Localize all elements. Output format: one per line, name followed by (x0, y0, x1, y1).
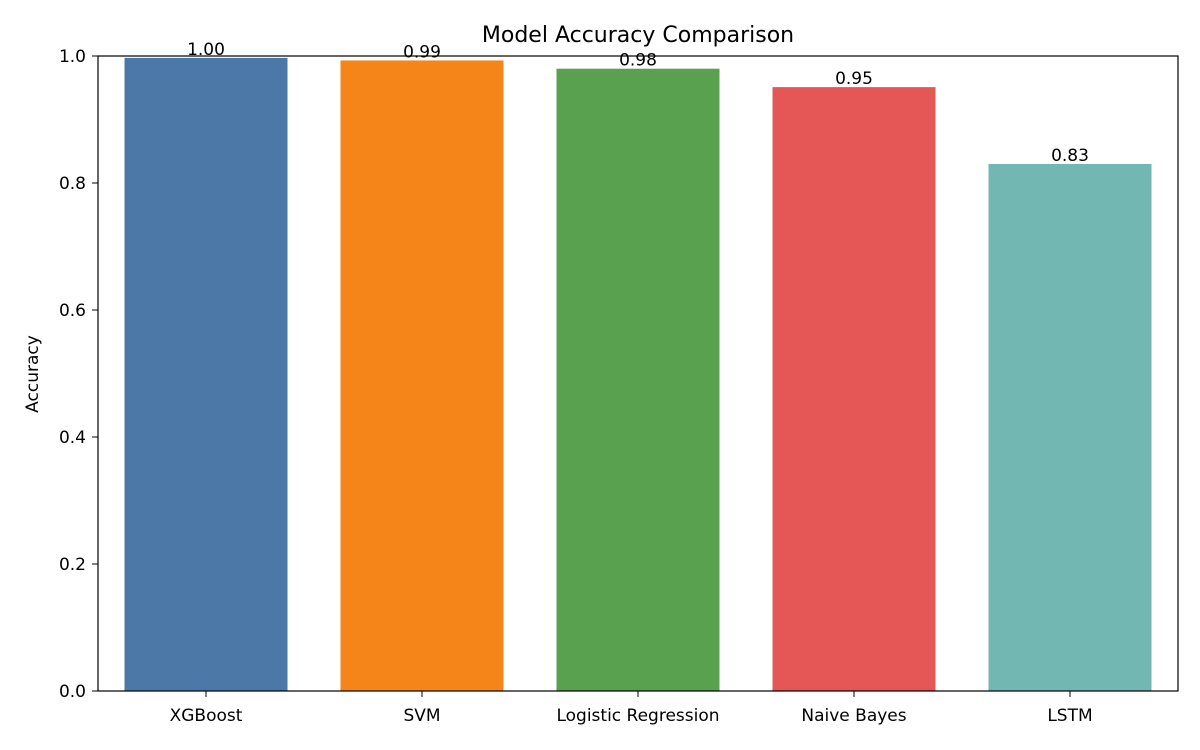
bar-value-label: 0.99 (403, 42, 441, 62)
y-tick-label: 0.2 (59, 555, 86, 575)
x-tick-label: Logistic Regression (556, 706, 719, 726)
bar-svm (340, 60, 504, 691)
bars-group: 1.00 0.99 0.98 0.95 0.83 (124, 40, 1152, 692)
x-tick-label: XGBoost (170, 706, 243, 726)
y-tick-label: 0.4 (59, 428, 86, 448)
y-tick-label: 0.8 (59, 174, 86, 194)
bar-lstm (988, 163, 1152, 691)
bar-xgboost (124, 57, 288, 691)
bar-value-label: 0.95 (835, 69, 873, 89)
x-tick-label: SVM (403, 706, 440, 726)
y-axis-label: Accuracy (23, 335, 43, 413)
bar-naive-bayes (772, 87, 936, 692)
x-tick-label: Naive Bayes (801, 706, 906, 726)
y-tick-label: 0.6 (59, 301, 86, 321)
bar-value-label: 1.00 (187, 40, 225, 60)
y-tick-label: 0.0 (59, 682, 86, 702)
x-tick-label: LSTM (1047, 706, 1092, 726)
plot-frame (97, 55, 1179, 692)
bar-value-label: 0.98 (619, 51, 657, 71)
y-tick-label: 1.0 (59, 47, 86, 67)
ticks-group: XGBoost SVM Logistic Regression Naive Bayes… (59, 47, 1093, 726)
chart-title: Model Accuracy Comparison (482, 23, 794, 48)
bar-value-label: 0.83 (1051, 146, 1089, 166)
bar-logistic-regression (556, 68, 720, 691)
